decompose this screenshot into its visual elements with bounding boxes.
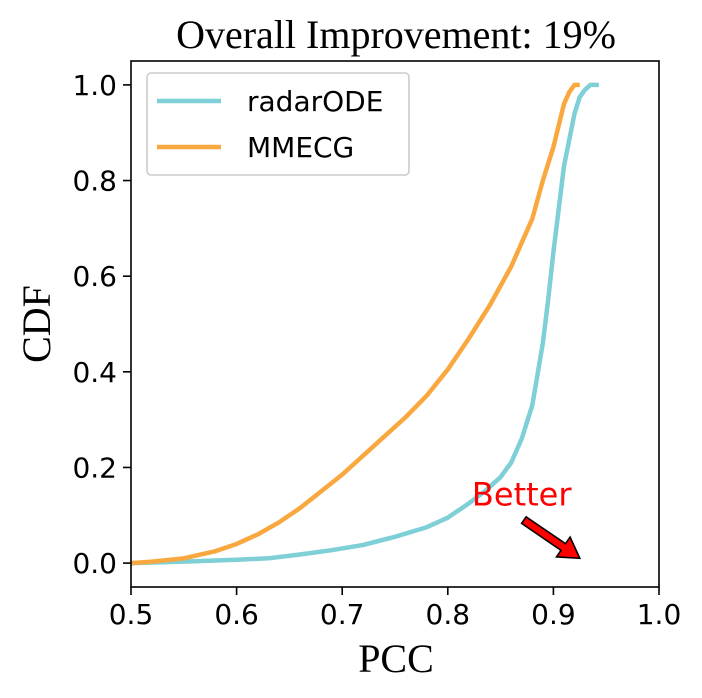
y-tick-label: 0.2 — [72, 451, 117, 484]
x-tick-label: 0.9 — [531, 598, 576, 631]
x-tick-label: 1.0 — [637, 598, 682, 631]
chart-title: Overall Improvement: 19% — [176, 12, 616, 57]
y-tick-label: 0.8 — [72, 165, 117, 198]
x-axis-label: PCC — [358, 636, 434, 681]
annotation-better-label: Better — [472, 476, 572, 514]
x-tick-label: 0.7 — [320, 598, 365, 631]
plot-frame — [130, 60, 660, 588]
y-tick-label: 1.0 — [72, 69, 117, 102]
x-tick-label: 0.5 — [109, 598, 154, 631]
series-line-radarode — [131, 82, 599, 566]
series-line-mmecg — [131, 82, 580, 566]
x-tick-label: 0.6 — [214, 598, 259, 631]
y-tick-label: 0.0 — [72, 547, 117, 580]
x-tick-label: 0.8 — [426, 598, 471, 631]
legend-label-radarode: radarODE — [247, 85, 383, 118]
legend-label-mmecg: MMECG — [247, 131, 354, 164]
y-tick-label: 0.6 — [72, 260, 117, 293]
y-tick-label: 0.4 — [72, 356, 117, 389]
legend-box — [146, 72, 410, 176]
annotation-arrow-icon — [520, 515, 582, 560]
y-axis-label: CDF — [14, 285, 59, 363]
